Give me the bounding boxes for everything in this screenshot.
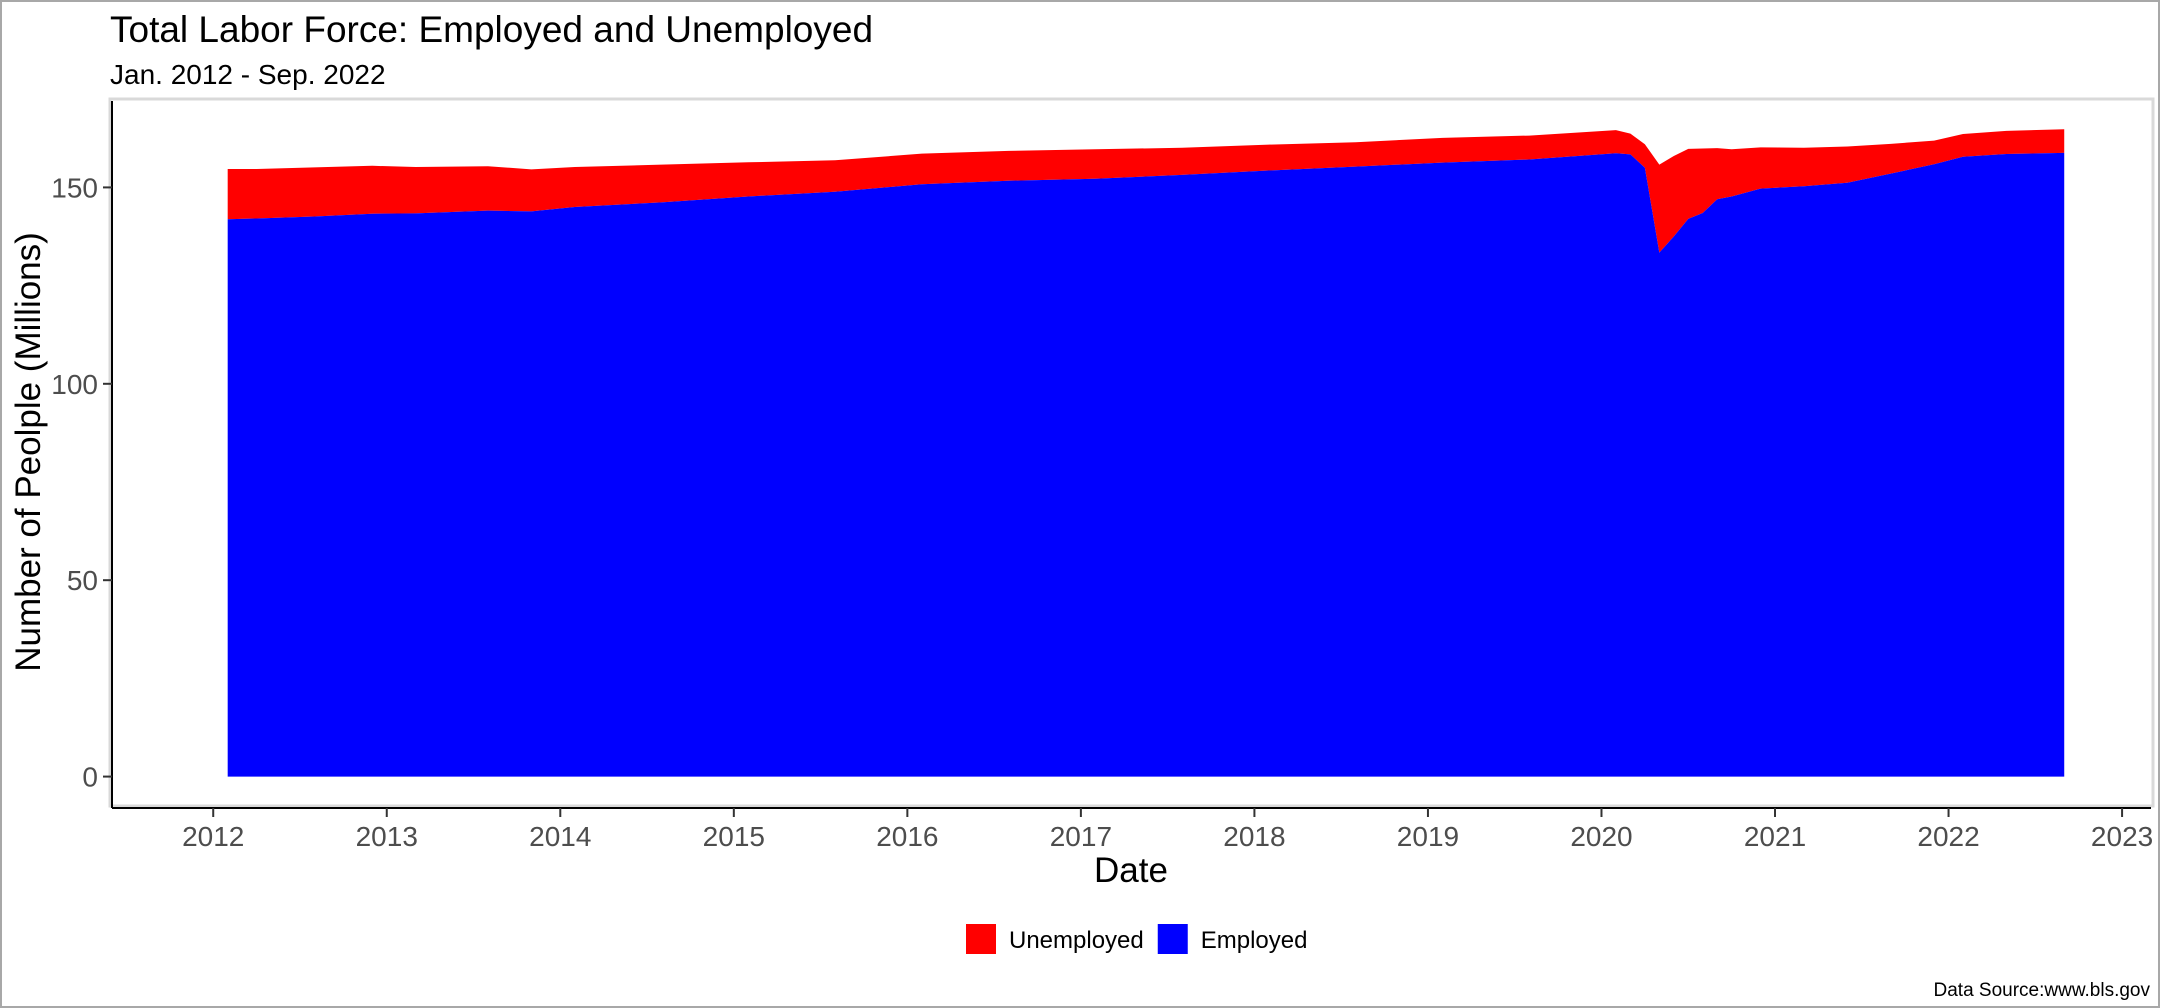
x-tick-label: 2023 [2091, 821, 2153, 852]
x-tick-label: 2017 [1050, 821, 1112, 852]
chart-title: Total Labor Force: Employed and Unemploy… [110, 9, 873, 50]
x-tick-label: 2014 [529, 821, 591, 852]
x-tick-label: 2020 [1570, 821, 1632, 852]
y-tick-label: 0 [82, 762, 98, 793]
x-axis-title: Date [1094, 851, 1168, 890]
area-unemployed [227, 129, 2065, 253]
x-axis-ticks: 2012 2013 2014 2015 2016 2017 2018 2019 2020 2021… [182, 808, 2153, 852]
y-tick-label: 50 [67, 565, 98, 596]
x-tick-label: 2019 [1397, 821, 1459, 852]
area-employed [227, 152, 2065, 777]
x-tick-label: 2022 [1917, 821, 1979, 852]
legend-label-employed: Employed [1201, 927, 1308, 954]
x-tick-label: 2018 [1223, 821, 1285, 852]
x-tick-label: 2021 [1744, 821, 1806, 852]
x-tick-label: 2012 [182, 821, 244, 852]
data-source-caption: Data Source:www.bls.gov [1934, 980, 2151, 1001]
x-tick-label: 2013 [356, 821, 418, 852]
chart-subtitle: Jan. 2012 - Sep. 2022 [110, 59, 386, 90]
x-tick-label: 2015 [703, 821, 765, 852]
x-tick-label: 2016 [876, 821, 938, 852]
area-series-group [227, 129, 2065, 777]
legend-swatch-employed [1157, 924, 1188, 954]
legend-label-unemployed: Unemployed [1009, 927, 1144, 954]
y-axis-title: Number of Peolple (Millions) [9, 232, 48, 672]
y-tick-label: 100 [51, 369, 98, 400]
legend: Unemployed Employed [966, 924, 1307, 954]
y-axis-ticks: 0 50 100 150 [51, 172, 112, 793]
legend-swatch-unemployed [966, 924, 996, 954]
y-tick-label: 150 [51, 172, 98, 203]
